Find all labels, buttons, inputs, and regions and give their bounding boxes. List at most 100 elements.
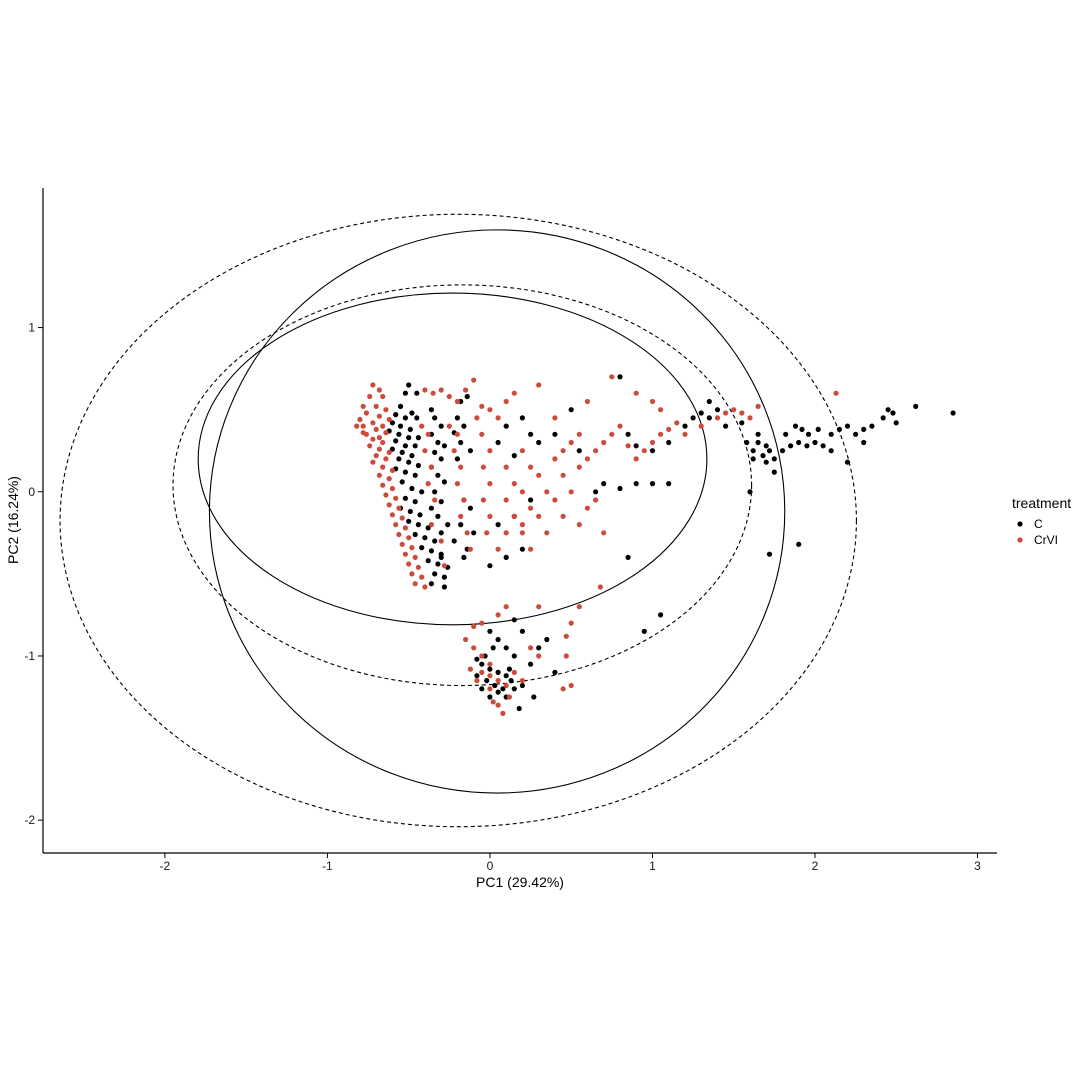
point-c bbox=[389, 446, 395, 452]
point-c bbox=[828, 448, 834, 454]
point-crvi bbox=[402, 551, 408, 557]
point-c bbox=[487, 628, 493, 634]
point-c bbox=[415, 435, 421, 441]
ellipse-c-outer bbox=[59, 213, 857, 828]
point-crvi bbox=[511, 669, 517, 676]
point-crvi bbox=[406, 535, 412, 541]
point-c bbox=[428, 548, 434, 554]
point-crvi bbox=[441, 563, 447, 569]
point-c bbox=[399, 449, 405, 455]
point-c bbox=[755, 431, 761, 437]
point-c bbox=[432, 449, 438, 455]
point-c bbox=[425, 558, 431, 564]
point-crvi bbox=[360, 430, 366, 436]
point-c bbox=[428, 505, 434, 511]
point-c bbox=[474, 673, 480, 679]
point-c bbox=[441, 574, 447, 580]
point-c bbox=[500, 686, 506, 692]
point-crvi bbox=[503, 497, 509, 503]
point-crvi bbox=[415, 564, 421, 570]
point-c bbox=[528, 497, 534, 503]
confidence-ellipses bbox=[59, 213, 857, 828]
point-c bbox=[487, 563, 493, 569]
point-c bbox=[435, 561, 441, 567]
point-c bbox=[495, 669, 501, 676]
point-c bbox=[723, 423, 729, 429]
point-c bbox=[804, 443, 810, 449]
data-points bbox=[354, 374, 956, 717]
point-crvi bbox=[454, 431, 460, 437]
point-crvi bbox=[833, 390, 839, 396]
point-crvi bbox=[389, 467, 395, 473]
point-crvi bbox=[363, 410, 369, 416]
point-crvi bbox=[376, 435, 382, 441]
point-crvi bbox=[467, 666, 473, 672]
point-crvi bbox=[584, 398, 591, 405]
point-c bbox=[432, 538, 438, 544]
point-c bbox=[492, 682, 498, 689]
point-c bbox=[511, 617, 517, 623]
point-crvi bbox=[380, 439, 386, 446]
point-crvi bbox=[479, 669, 485, 676]
point-c bbox=[435, 513, 441, 520]
point-crvi bbox=[383, 492, 389, 498]
point-crvi bbox=[544, 530, 550, 536]
point-c bbox=[432, 489, 438, 495]
point-crvi bbox=[487, 686, 493, 692]
point-c bbox=[393, 412, 399, 418]
point-crvi bbox=[471, 377, 477, 383]
point-crvi bbox=[458, 464, 464, 470]
point-crvi bbox=[370, 459, 376, 465]
point-c bbox=[576, 448, 582, 454]
point-c bbox=[479, 686, 485, 692]
point-crvi bbox=[479, 403, 485, 409]
point-crvi bbox=[376, 472, 382, 478]
point-c bbox=[412, 443, 418, 449]
point-crvi bbox=[568, 682, 574, 689]
point-c bbox=[402, 443, 408, 449]
point-crvi bbox=[674, 420, 680, 426]
point-crvi bbox=[597, 584, 604, 590]
point-crvi bbox=[487, 673, 493, 679]
point-c bbox=[760, 453, 766, 459]
legend-key-c bbox=[1017, 521, 1023, 527]
point-c bbox=[441, 584, 447, 590]
point-crvi bbox=[484, 530, 490, 536]
point-crvi bbox=[747, 415, 753, 421]
point-crvi bbox=[463, 387, 469, 393]
point-c bbox=[438, 423, 444, 429]
point-c bbox=[396, 431, 402, 437]
point-c bbox=[890, 410, 896, 416]
point-c bbox=[828, 431, 834, 437]
point-c bbox=[441, 443, 447, 449]
point-c bbox=[432, 415, 438, 421]
point-c bbox=[706, 398, 712, 405]
point-crvi bbox=[519, 448, 526, 454]
x-tick-label: 0 bbox=[487, 859, 494, 873]
point-crvi bbox=[428, 522, 434, 528]
point-c bbox=[913, 403, 919, 409]
point-crvi bbox=[528, 645, 534, 651]
point-c bbox=[406, 518, 412, 524]
point-c bbox=[805, 431, 812, 437]
point-crvi bbox=[446, 423, 452, 429]
x-tick-label: 2 bbox=[812, 859, 819, 873]
point-c bbox=[812, 439, 818, 446]
legend-key-crvi bbox=[1017, 537, 1023, 543]
point-crvi bbox=[389, 512, 395, 518]
point-crvi bbox=[519, 530, 526, 536]
point-c bbox=[788, 443, 794, 449]
point-c bbox=[536, 439, 542, 446]
point-c bbox=[617, 485, 623, 492]
point-crvi bbox=[487, 661, 493, 667]
point-c bbox=[503, 554, 509, 561]
point-c bbox=[467, 448, 473, 454]
y-tick-label: -1 bbox=[24, 649, 35, 663]
point-crvi bbox=[480, 497, 486, 503]
point-c bbox=[536, 645, 542, 651]
point-c bbox=[461, 554, 467, 561]
point-c bbox=[393, 438, 399, 444]
point-crvi bbox=[479, 431, 485, 437]
point-crvi bbox=[503, 530, 509, 536]
